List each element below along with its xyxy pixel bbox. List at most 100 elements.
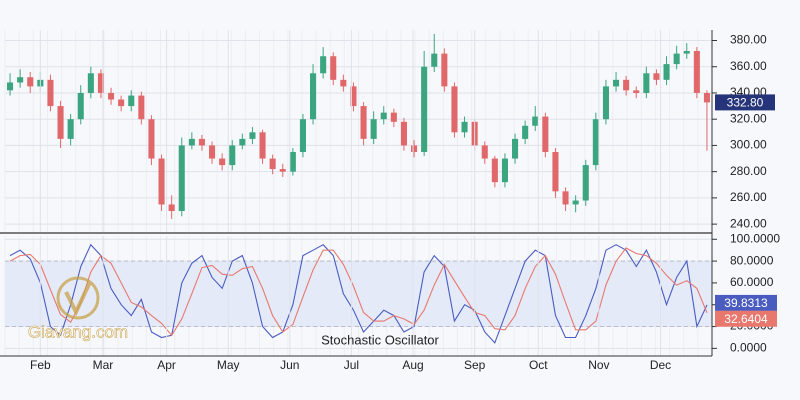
x-tick-label: Aug [402,358,423,372]
last-value-label: 32.6404 [724,312,768,326]
candle-body [673,53,680,65]
band [5,261,712,327]
candle-body [310,73,317,120]
candle-body [623,79,630,91]
candle-body [461,121,468,133]
candle-body [209,145,216,159]
candle-body [411,145,418,152]
x-tick-label: Sep [464,358,486,372]
candle-body [340,79,347,87]
y-tick-label: 360.00 [730,59,767,73]
candle-body [97,73,104,93]
candle-body [592,119,599,166]
candle-body [7,82,14,91]
candle-body [663,64,670,80]
candle-body [572,200,579,205]
candle-body [77,92,84,120]
candle-body [138,95,145,120]
candle-body [522,125,529,139]
candle-body [451,86,458,133]
candle-body [693,50,700,93]
candle-body [582,165,589,201]
candle-body [542,116,549,152]
candle-body [67,119,74,139]
candle-body [380,112,387,120]
candle-body [87,73,94,93]
candle-body [653,73,660,80]
y-tick-label: 60.0000 [730,275,774,289]
candle-body [330,56,337,80]
y-tick-label: 240.00 [730,216,767,230]
y-tick-label: 380.00 [730,33,767,47]
candle-body [249,132,256,139]
x-tick-label: Apr [157,358,176,372]
candle-body [229,145,236,166]
candle-body [269,158,276,170]
logo-ring [56,276,100,320]
candle-body [613,79,620,87]
candle-body [552,151,559,192]
y-tick-label: 300.00 [730,138,767,152]
candle-body [512,138,519,159]
candle-body [57,106,64,139]
watermark-logo [56,276,100,320]
x-tick-label: Jul [344,358,359,372]
candle-body [27,77,34,87]
y-tick-label: 280.00 [730,164,767,178]
candle-body [320,56,327,74]
candle-body [128,95,135,107]
candle-body [441,53,448,87]
candle-body [481,145,488,159]
candle-body [188,138,195,146]
candle-body [118,99,125,107]
last-price-label: 332.80 [727,96,764,110]
oscillator-line [9,247,708,337]
candle-body [532,116,539,126]
candle-body [602,86,609,120]
y-tick-label: 320.00 [730,111,767,125]
candle-body [501,158,508,183]
candle-body [633,90,640,93]
candle-body [643,73,650,93]
candle-body [491,158,498,183]
x-tick-label: Jun [280,358,299,372]
last-value-box [715,310,777,327]
last-price-box [715,94,775,111]
candle-body [289,151,296,172]
candle-body [219,158,226,166]
candle-body [158,158,165,205]
candle-body [168,204,175,212]
x-tick-label: May [217,358,240,372]
x-tick-label: Dec [650,358,671,372]
candle-body [421,66,428,152]
x-tick-label: Oct [529,358,548,372]
x-tick-label: Feb [30,358,51,372]
candle-body [148,119,155,159]
candle-body [390,112,397,122]
y-tick-label: 260.00 [730,190,767,204]
last-value-box [715,294,777,311]
candle-body [178,145,185,212]
candle-body [17,77,24,83]
candle-body [239,138,246,146]
watermark: Giavang.com [28,322,128,341]
candle-body [703,92,710,103]
candle-body [299,119,306,152]
candle-body [360,106,367,139]
candle-body [47,79,54,107]
candle-body [431,53,438,67]
candle-body [562,191,569,205]
candle-body [683,50,690,54]
candle-body [400,121,407,146]
candle-body [279,169,286,172]
candle-body [198,138,205,146]
logo-mark [64,281,92,317]
y-tick-label: 0.0000 [730,341,767,355]
last-value-label: 39.8313 [724,296,768,310]
x-tick-label: Mar [93,358,114,372]
candle-body [108,92,115,100]
y-tick-label: 100.0000 [730,231,780,245]
candle-body [259,132,266,159]
candle-body [350,86,357,107]
